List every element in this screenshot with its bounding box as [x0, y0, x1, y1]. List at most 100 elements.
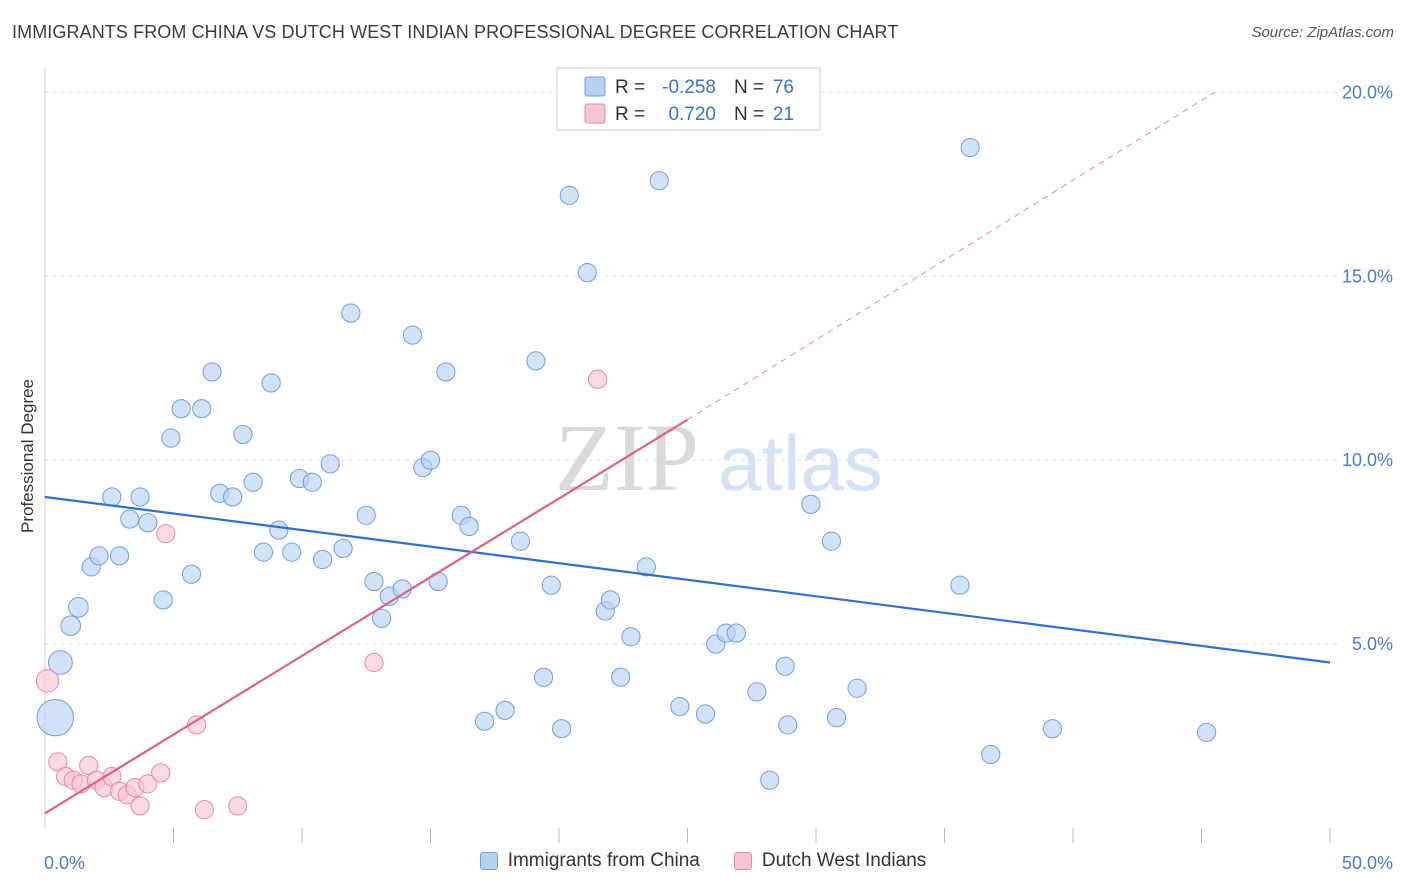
china-point — [577, 263, 597, 283]
x-tick-label-start: 0.0% — [44, 853, 85, 873]
dutch-trend-extension — [687, 91, 1215, 421]
bottom-legend-swatch-dutch — [733, 852, 752, 870]
dutch-point — [228, 796, 248, 816]
china-point — [420, 450, 441, 470]
legend-r-value-2: 0.720 — [668, 104, 716, 125]
china-point — [269, 520, 289, 540]
bottom-legend-label-dutch: Dutch West Indians — [761, 850, 927, 871]
legend-swatch-dutch — [584, 103, 606, 124]
china-point — [138, 513, 158, 533]
china-point — [333, 538, 353, 559]
legend-r-label-1: R = — [615, 77, 645, 98]
china-point — [161, 428, 181, 448]
bottom-legend-item-dutch: Dutch West Indians — [733, 850, 927, 872]
china-point — [302, 472, 322, 492]
china-point — [551, 719, 572, 739]
china-point — [102, 487, 122, 507]
china-point — [526, 351, 546, 371]
legend-r-value-1: -0.258 — [662, 77, 716, 98]
china-point — [89, 546, 109, 566]
china-trend-line — [44, 495, 1331, 664]
china-point — [621, 627, 641, 647]
bottom-legend-label-china: Immigrants from China — [507, 850, 700, 871]
china-point — [847, 678, 867, 698]
china-point — [533, 667, 554, 687]
china-point — [181, 564, 202, 584]
china-point — [243, 472, 263, 492]
grid-layer — [45, 91, 1338, 645]
china-point — [670, 697, 690, 717]
china-point — [775, 656, 795, 676]
china-point — [153, 590, 173, 610]
china-point — [223, 487, 243, 507]
source-label: Source: ZipAtlas.com — [1251, 24, 1394, 41]
china-point — [778, 715, 798, 735]
china-point — [320, 454, 340, 474]
china-point — [1197, 722, 1217, 742]
china-point — [356, 505, 376, 525]
china-point — [474, 711, 495, 731]
china-point — [312, 549, 333, 570]
dutch-point — [156, 524, 176, 544]
points-layer — [35, 137, 1217, 820]
china-point — [559, 185, 579, 205]
china-point — [364, 571, 384, 592]
china-point — [130, 487, 150, 507]
china-point — [495, 700, 515, 720]
china-point — [636, 557, 656, 577]
china-point — [282, 542, 302, 562]
china-point — [611, 667, 631, 687]
legend-swatch-china — [584, 76, 606, 97]
x-tick-label-end: 50.0% — [1342, 853, 1393, 873]
y-tick-label: 10.0% — [1342, 450, 1393, 470]
trend-layer — [44, 91, 1331, 815]
china-point — [48, 650, 73, 675]
y-tick-label: 5.0% — [1352, 634, 1393, 654]
china-point — [120, 509, 140, 529]
china-point — [192, 399, 212, 419]
china-point — [436, 362, 456, 382]
y-tick-label: 15.0% — [1342, 266, 1393, 286]
dutch-point — [151, 763, 171, 783]
china-point — [171, 399, 191, 419]
legend-box: R = -0.258 N = 76 R = 0.720 N = 21 — [556, 67, 821, 131]
y-axis-title: Professional Degree — [18, 379, 37, 533]
china-point — [202, 362, 222, 382]
china-point — [950, 575, 970, 595]
legend-r-label-2: R = — [615, 104, 645, 125]
china-point — [341, 303, 361, 323]
china-point — [60, 615, 81, 637]
legend-n-label-2: N = — [734, 104, 764, 125]
dutch-point — [130, 796, 150, 816]
china-point — [261, 373, 281, 393]
china-point — [821, 531, 842, 551]
china-point — [510, 531, 531, 551]
chart-title: IMMIGRANTS FROM CHINA VS DUTCH WEST INDI… — [12, 22, 899, 42]
dutch-point — [35, 669, 60, 693]
china-point — [459, 516, 479, 537]
china-point — [726, 623, 746, 643]
china-point — [981, 744, 1001, 765]
watermark-atlas: atlas — [718, 419, 883, 507]
dutch-trend-line — [44, 418, 689, 815]
bottom-legend: Immigrants from China Dutch West Indians — [0, 850, 1406, 872]
china-point — [68, 597, 89, 618]
legend-n-value-2: 21 — [773, 104, 794, 125]
dutch-point — [194, 800, 214, 820]
china-point — [36, 698, 74, 737]
bottom-legend-item-china: Immigrants from China — [479, 850, 700, 872]
china-point — [826, 708, 847, 728]
axis-layer: 5.0% 10.0% 15.0% 20.0% 0.0% 50.0% — [44, 68, 1393, 873]
dutch-point — [364, 652, 384, 673]
china-point — [402, 325, 423, 345]
y-tick-label: 20.0% — [1342, 82, 1393, 102]
legend-n-label-1: N = — [734, 77, 764, 98]
china-point — [960, 137, 980, 158]
china-point — [1042, 719, 1063, 739]
china-point — [801, 494, 821, 514]
china-point — [649, 171, 669, 191]
china-point — [600, 590, 621, 610]
dutch-point — [587, 369, 608, 389]
bottom-legend-swatch-china — [479, 852, 498, 870]
